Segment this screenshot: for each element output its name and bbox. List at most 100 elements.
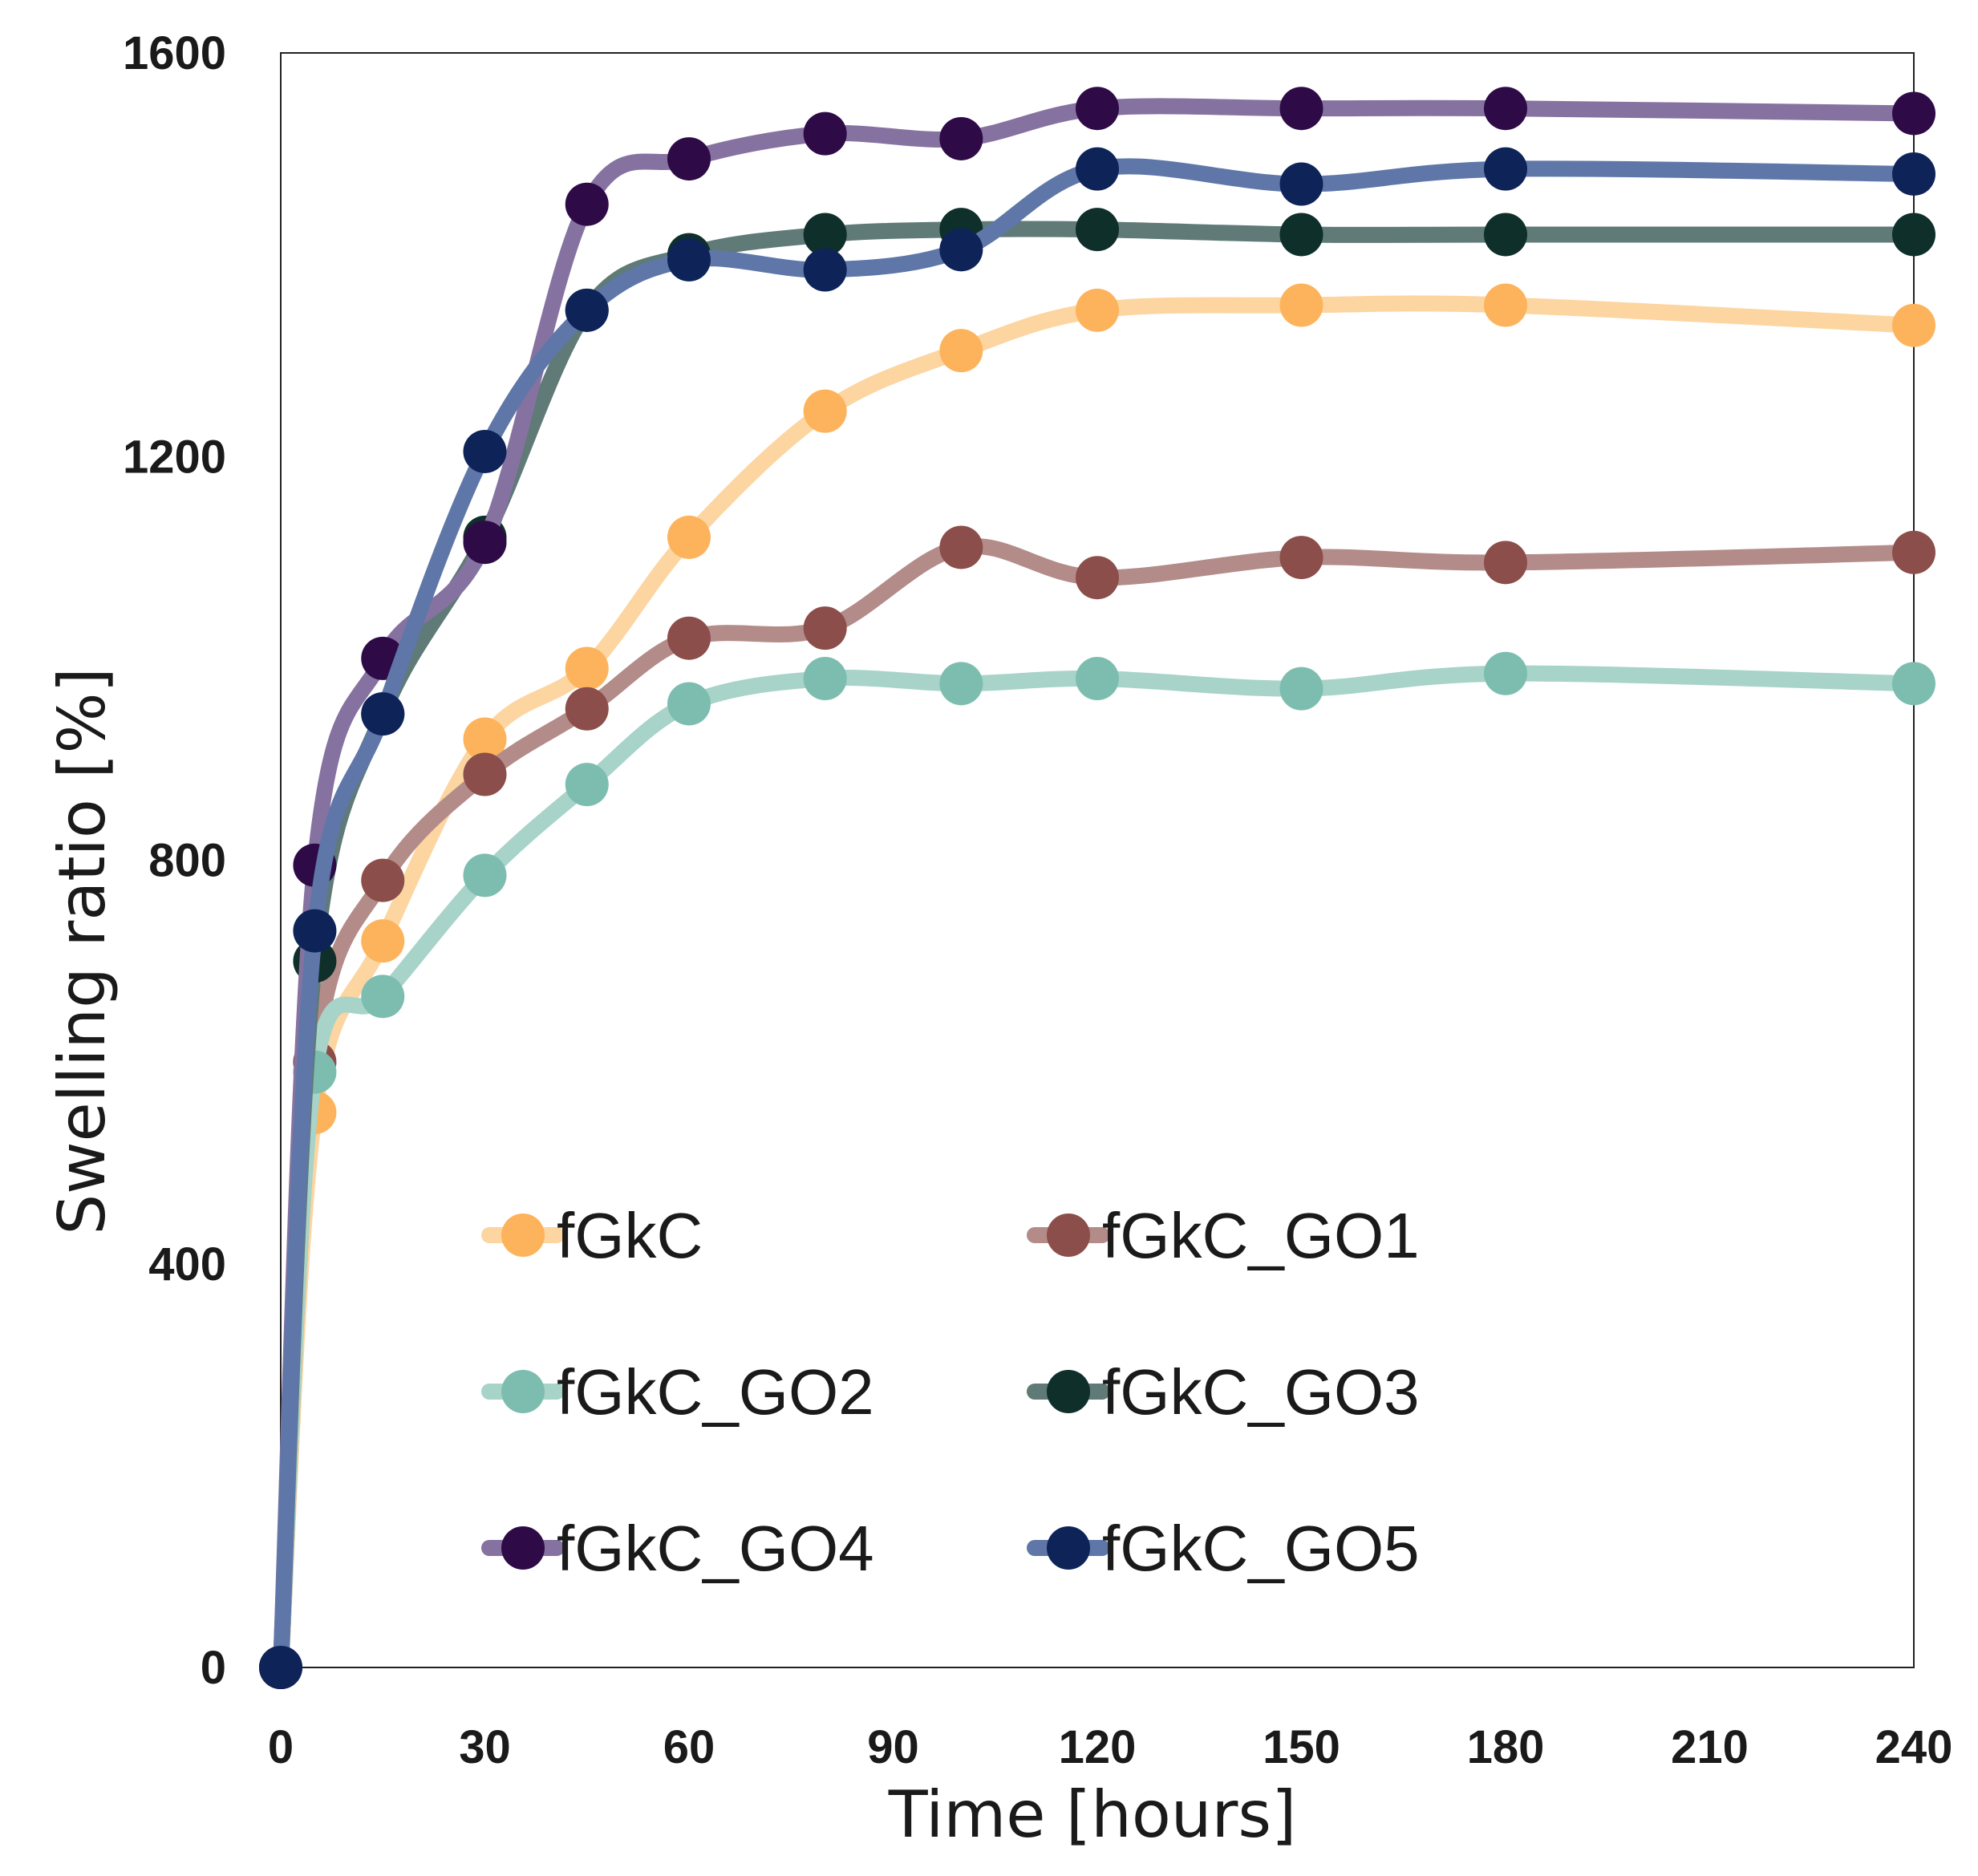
data-point-fgkc <box>667 515 711 559</box>
data-point-fgkc-go5 <box>463 429 507 473</box>
data-point-fgkc-go4 <box>939 116 983 160</box>
x-tick-label: 240 <box>1875 1721 1953 1773</box>
legend-marker <box>1047 1214 1090 1257</box>
x-axis-title: Time [hours] <box>888 1777 1297 1852</box>
y-tick-label: 0 <box>201 1642 226 1694</box>
data-point-fgkc-go2 <box>565 763 609 807</box>
legend-marker <box>1047 1526 1090 1570</box>
y-axis-title: Swelling ratio [%] <box>45 667 120 1234</box>
data-point-fgkc-go2 <box>667 682 711 726</box>
legend-marker <box>1047 1370 1090 1413</box>
data-point-fgkc-go1 <box>803 606 847 650</box>
data-point-fgkc-go4 <box>1484 87 1527 131</box>
series-fgkc-go5 <box>259 147 1935 1689</box>
data-point-fgkc-go1 <box>361 858 405 902</box>
data-point-fgkc-go2 <box>1484 651 1527 695</box>
data-point-fgkc-go3 <box>803 213 847 257</box>
x-tick-label: 180 <box>1467 1721 1545 1773</box>
y-tick-label: 1600 <box>123 27 226 79</box>
data-point-fgkc-go4 <box>803 111 847 156</box>
data-point-fgkc <box>803 389 847 433</box>
data-point-fgkc-go3 <box>1892 213 1935 257</box>
legend-marker <box>501 1370 545 1413</box>
legend-label: fGkC_GO4 <box>557 1513 874 1584</box>
data-point-fgkc-go1 <box>667 616 711 660</box>
data-point-fgkc-go4 <box>667 137 711 181</box>
x-tick-label: 120 <box>1059 1721 1137 1773</box>
x-tick-label: 90 <box>867 1721 919 1773</box>
series-group <box>259 87 1935 1689</box>
legend-entry: fGkC <box>481 1200 703 1271</box>
data-point-fgkc-go2 <box>939 662 983 706</box>
data-point-fgkc-go4 <box>1892 91 1935 136</box>
series-line-fgkc-go2 <box>273 665 1922 1675</box>
data-point-fgkc <box>463 717 507 761</box>
data-point-fgkc <box>565 646 609 691</box>
x-tick-label: 30 <box>459 1721 511 1773</box>
data-point-fgkc-go5 <box>1076 147 1119 191</box>
data-point-fgkc-go2 <box>361 974 405 1019</box>
x-tick-label: 210 <box>1671 1721 1749 1773</box>
data-point-fgkc-go5 <box>565 288 609 332</box>
data-point-fgkc-go5 <box>667 237 711 282</box>
data-point-fgkc-go2 <box>463 853 507 897</box>
plot-area-border <box>280 52 1915 1668</box>
legend-label: fGkC_GO2 <box>557 1356 874 1428</box>
data-point-fgkc <box>1484 283 1527 327</box>
series-fgkc-go2 <box>259 651 1935 1689</box>
data-point-fgkc-go2 <box>1076 657 1119 701</box>
data-point-fgkc-go5 <box>939 228 983 272</box>
data-point-fgkc-go3 <box>1484 213 1527 257</box>
data-point-fgkc <box>361 919 405 963</box>
legend-entry: fGkC_GO5 <box>1027 1513 1420 1584</box>
legend-marker <box>501 1526 545 1570</box>
data-point-fgkc <box>1892 303 1935 347</box>
data-point-fgkc <box>939 329 983 373</box>
data-point-fgkc-go1 <box>1484 541 1527 585</box>
series-line-fgkc <box>273 295 1922 1675</box>
data-point-fgkc-go5 <box>1484 147 1527 191</box>
data-point-fgkc-go4 <box>1279 87 1323 131</box>
legend-label: fGkC_GO5 <box>1102 1513 1420 1584</box>
data-point-fgkc-go1 <box>463 752 507 796</box>
data-point-fgkc-go1 <box>1279 536 1323 580</box>
data-point-fgkc-go5 <box>259 1646 302 1689</box>
axes: 0 400 800 1200 1600 0 30 60 90 120 150 180 210 240 <box>123 27 1952 1773</box>
x-tick-label: 0 <box>268 1721 294 1773</box>
data-point-fgkc-go2 <box>803 657 847 701</box>
data-point-fgkc-go1 <box>1076 556 1119 600</box>
legend-label: fGkC_GO1 <box>1102 1200 1420 1271</box>
legend-label: fGkC_GO3 <box>1102 1356 1420 1428</box>
data-point-fgkc-go5 <box>1279 162 1323 206</box>
data-point-fgkc-go5 <box>361 692 405 736</box>
y-tick-label: 1200 <box>123 431 226 483</box>
data-point-fgkc-go1 <box>565 687 609 731</box>
data-point-fgkc-go3 <box>1279 213 1323 257</box>
legend-entry: fGkC_GO1 <box>1027 1200 1420 1271</box>
data-point-fgkc-go1 <box>1892 530 1935 574</box>
data-point-fgkc-go4 <box>463 521 507 565</box>
data-point-fgkc-go4 <box>565 182 609 226</box>
data-point-fgkc-go2 <box>1892 662 1935 706</box>
legend-marker <box>501 1214 545 1257</box>
data-point-fgkc-go5 <box>803 248 847 292</box>
legend: fGkC fGkC_GO1 fGkC_GO2 fGkC_GO3 fGkC_GO4 fGkC… <box>481 1200 1420 1584</box>
data-point-fgkc-go3 <box>1076 208 1119 252</box>
data-point-fgkc <box>1076 288 1119 332</box>
data-point-fgkc-go5 <box>293 909 337 953</box>
legend-label: fGkC <box>557 1200 703 1271</box>
y-tick-label: 400 <box>148 1238 226 1291</box>
legend-entry: fGkC_GO2 <box>481 1356 874 1428</box>
data-point-fgkc <box>1279 283 1323 327</box>
x-tick-label: 60 <box>663 1721 715 1773</box>
data-point-fgkc-go4 <box>1076 87 1119 131</box>
x-tick-label: 150 <box>1263 1721 1340 1773</box>
data-point-fgkc-go1 <box>939 525 983 569</box>
data-point-fgkc-go5 <box>1892 152 1935 196</box>
legend-entry: fGkC_GO3 <box>1027 1356 1420 1428</box>
legend-entry: fGkC_GO4 <box>481 1513 874 1584</box>
y-tick-label: 800 <box>148 835 226 887</box>
series-line-fgkc-go1 <box>273 538 1922 1675</box>
data-point-fgkc-go2 <box>1279 667 1323 711</box>
